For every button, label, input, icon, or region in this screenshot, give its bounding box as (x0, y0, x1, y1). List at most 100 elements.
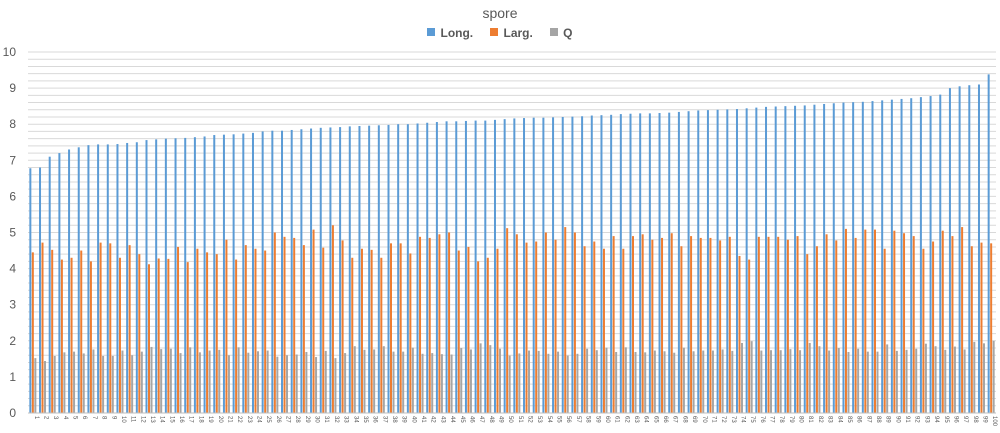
x-tick-label: 46 (468, 416, 474, 423)
bar-long (58, 153, 61, 413)
x-tick-label: 26 (275, 416, 281, 423)
bar-larg (477, 261, 480, 413)
x-tick-label: 74 (739, 416, 745, 423)
bar-long (774, 106, 777, 414)
y-tick-label: 0 (9, 406, 16, 420)
x-tick-label: 100 (991, 416, 997, 427)
bar-larg (602, 248, 605, 413)
bar-larg (699, 237, 702, 413)
x-tick-label: 15 (168, 416, 174, 423)
x-tick-label: 96 (952, 416, 958, 423)
bar-long (251, 132, 254, 413)
x-tick-label: 63 (633, 416, 639, 423)
bar-q (344, 353, 347, 413)
y-tick-label: 4 (9, 262, 16, 276)
bar-larg (573, 232, 576, 413)
bar-q (866, 351, 869, 413)
bar-larg (786, 239, 789, 413)
x-tick-label: 88 (875, 416, 881, 423)
bar-long (97, 144, 100, 413)
bar-long (232, 134, 235, 414)
x-tick-label: 66 (662, 416, 668, 423)
bar-q (411, 347, 414, 413)
y-tick-label: 5 (9, 226, 16, 240)
x-tick-label: 79 (788, 416, 794, 423)
bar-q (770, 350, 773, 413)
bar-long (39, 167, 42, 413)
bar-larg (360, 248, 363, 413)
bar-larg (835, 240, 838, 413)
x-tick-label: 76 (759, 416, 765, 423)
x-tick-label: 83 (827, 416, 833, 423)
x-tick-label: 85 (846, 416, 852, 423)
bar-long (300, 129, 303, 413)
bar-long (648, 113, 651, 414)
bar-larg (622, 248, 625, 413)
bar-q (256, 351, 259, 413)
bar-larg (612, 236, 615, 413)
x-tick-label: 11 (130, 416, 136, 423)
chart-title: spore (482, 5, 518, 21)
bar-larg (748, 259, 751, 413)
legend-label-larg: Larg. (503, 25, 533, 40)
y-tick-label: 6 (9, 189, 16, 203)
bar-long (435, 122, 438, 413)
bar-long (745, 108, 748, 413)
bar-long (610, 114, 613, 414)
bar-long (493, 119, 496, 414)
x-tick-label: 52 (527, 416, 533, 423)
bar-larg (225, 239, 228, 413)
x-tick-label: 34 (352, 416, 358, 423)
y-tick-label: 8 (9, 117, 16, 131)
x-tick-label: 59 (594, 416, 600, 423)
x-tick-label: 80 (798, 416, 804, 423)
bar-larg (912, 236, 915, 413)
x-tick-label: 10 (120, 416, 126, 423)
bar-q (886, 344, 889, 413)
bar-q (828, 350, 831, 413)
x-tick-label: 84 (836, 416, 842, 423)
bar-q (895, 350, 898, 413)
x-tick-label: 47 (478, 416, 484, 423)
x-tick-label: 30 (314, 416, 320, 423)
x-tick-label: 60 (604, 416, 610, 423)
bar-larg (893, 230, 896, 413)
y-tick-label: 1 (9, 370, 16, 384)
x-tick-label: 49 (497, 416, 503, 423)
x-tick-label: 69 (691, 416, 697, 423)
bar-q (537, 350, 540, 413)
bar-q (286, 355, 289, 413)
x-tick-label: 92 (914, 416, 920, 423)
legend-swatch-q (550, 27, 559, 36)
legend-swatch-long (427, 27, 436, 36)
bar-larg (854, 237, 857, 413)
bar-q (915, 348, 918, 413)
bar-larg (177, 246, 180, 413)
bar-q (315, 357, 318, 413)
bar-long (987, 74, 990, 413)
bar-larg (583, 246, 586, 413)
bar-larg (206, 252, 209, 413)
bar-long (629, 113, 632, 413)
x-tick-label: 45 (459, 416, 465, 423)
bar-larg (719, 240, 722, 413)
bar-long (184, 137, 187, 413)
bar-q (750, 341, 753, 413)
x-tick-label: 8 (101, 416, 107, 420)
bar-q (963, 349, 966, 413)
bar-long (958, 86, 961, 414)
x-tick-label: 35 (362, 416, 368, 423)
bar-q (721, 349, 724, 413)
bar-larg (41, 242, 44, 413)
bar-long (126, 142, 129, 414)
bar-long (426, 122, 429, 414)
bar-long (310, 128, 313, 414)
bar-q (237, 347, 240, 413)
bar-long (881, 100, 884, 414)
bar-larg (31, 252, 34, 413)
bar-larg (844, 228, 847, 413)
y-tick-label: 9 (9, 81, 16, 95)
bar-q (469, 349, 472, 413)
